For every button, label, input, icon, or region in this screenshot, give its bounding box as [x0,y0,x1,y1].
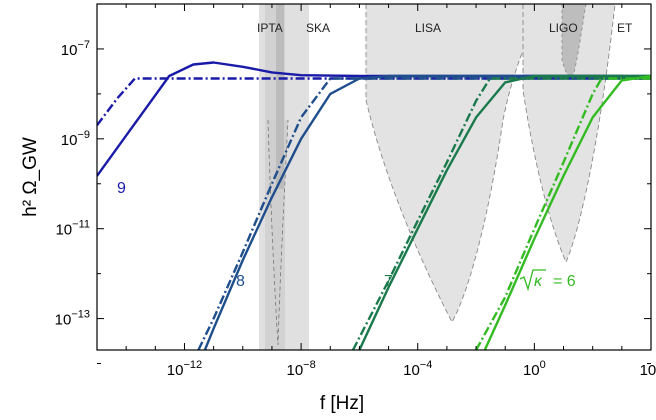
curve-label-9: 9 [117,180,126,197]
series-3-solid-line [483,74,651,350]
series-2-dashed-line [351,77,651,350]
y-tick-label: 10−9 [61,129,90,149]
curve-label-kappa-6: κ = 6 [519,269,576,292]
svg-text:h² Ω_GW: h² Ω_GW [20,137,41,217]
series-3-dashed-line [475,77,651,350]
detector-label-et: ET [617,21,633,35]
curve-label-7: 7 [384,273,393,290]
x-axis-label: f [Hz] [320,393,364,414]
y-tick-label: 10−11 [55,219,90,239]
series-1-dashed-line [197,77,651,350]
detector-label-ska: SKA [306,21,330,35]
data-curves [97,61,651,350]
x-tick-label: 10−8 [286,359,315,379]
ligo-et-sensitivity-curve [522,4,616,264]
radical-sign [519,269,546,292]
svg-text:f [Hz]: f [Hz] [320,393,364,414]
series-1-solid-line [203,74,651,350]
detector-label-ipta: IPTA [257,21,283,35]
axis-ticks: 10−12 10−8 10−4 100 104 10−13 10−11 10−9 10−7 [55,3,656,379]
y-axis-label: h² Ω_GW [20,137,41,217]
curve-label-8: 8 [236,273,245,290]
detector-regions [259,4,616,350]
x-tick-label: 100 [523,359,546,379]
x-tick-label: 104 [640,359,656,379]
ipta-darker-band [276,4,284,189]
kappa-symbol: κ [534,273,543,290]
y-tick-label: 10−13 [55,309,90,329]
x-tick-label: 10−12 [167,359,202,379]
detector-label-ligo: LIGO [549,21,578,35]
y-tick-label: 10−7 [61,39,90,59]
kappa-value: = 6 [553,273,576,290]
x-tick-label: 10−4 [403,359,432,379]
series-2-solid-line [358,74,651,350]
detector-label-lisa: LISA [415,21,441,35]
ligo-darker-region [561,4,587,79]
lisa-sensitivity-curve [365,4,549,323]
plot-frame [96,3,652,351]
